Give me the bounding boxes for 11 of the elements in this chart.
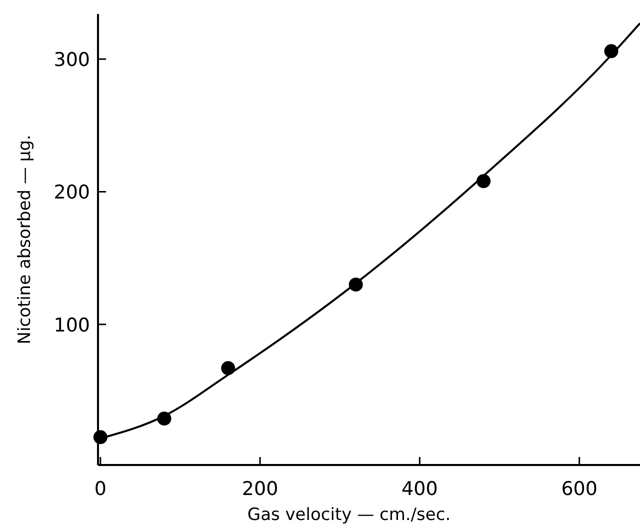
y-tick-label: 100	[54, 314, 90, 336]
y-tick-label: 200	[54, 182, 90, 204]
x-tick-label: 400	[402, 478, 438, 500]
x-tick-label: 0	[94, 478, 106, 500]
y-axis-title: Nicotine absorbed — μg.	[15, 134, 35, 344]
x-axis-title: Gas velocity — cm./sec.	[247, 505, 451, 525]
y-tick-label: 300	[54, 49, 90, 72]
point	[93, 430, 108, 444]
x-tick-label: 600	[561, 478, 598, 500]
x-tick-label: 200	[242, 478, 278, 500]
point	[221, 361, 236, 376]
